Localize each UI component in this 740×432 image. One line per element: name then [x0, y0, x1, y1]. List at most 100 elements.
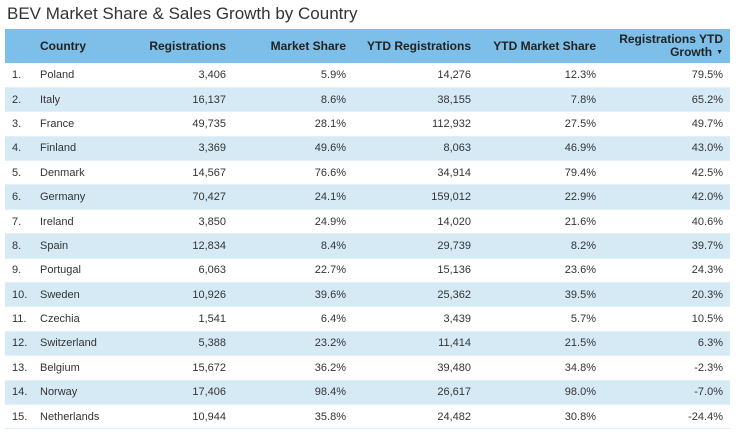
- cell-registrations: 6,063: [121, 258, 233, 284]
- cell-rank: 7.: [5, 209, 33, 235]
- cell-rank: 5.: [5, 160, 33, 186]
- table-row: 4. Finland 3,369 49.6% 8,063 46.9% 43.0%: [5, 136, 730, 162]
- cell-market-share: 22.7%: [233, 258, 353, 284]
- cell-market-share: 23.2%: [233, 331, 353, 357]
- cell-registrations: 3,369: [121, 136, 233, 162]
- cell-country: Portugal: [33, 258, 121, 284]
- cell-country: France: [33, 111, 121, 137]
- table-row: 14. Norway 17,406 98.4% 26,617 98.0% -7.0%: [5, 380, 730, 405]
- cell-ytd-growth: -7.0%: [603, 380, 730, 405]
- column-header-registrations[interactable]: Registrations: [149, 38, 226, 53]
- cell-ytd-market-share: 21.6%: [478, 209, 603, 235]
- cell-registrations: 10,926: [121, 282, 233, 308]
- cell-country: Ireland: [33, 209, 121, 235]
- cell-rank: 14.: [5, 380, 33, 405]
- cell-ytd-market-share: 27.5%: [478, 111, 603, 137]
- cell-rank: 2.: [5, 87, 33, 113]
- table-row: 10. Sweden 10,926 39.6% 25,362 39.5% 20.3%: [5, 282, 730, 308]
- cell-ytd-growth: 40.6%: [603, 209, 730, 235]
- cell-country: Czechia: [33, 306, 121, 332]
- cell-registrations: 14,567: [121, 160, 233, 186]
- cell-country: Belgium: [33, 355, 121, 381]
- cell-rank: 13.: [5, 355, 33, 381]
- cell-registrations: 5,388: [121, 331, 233, 357]
- column-header-market-share[interactable]: Market Share: [270, 38, 346, 53]
- cell-ytd-market-share: 21.5%: [478, 331, 603, 357]
- cell-country: Poland: [33, 63, 121, 88]
- column-header-country[interactable]: Country: [40, 38, 86, 53]
- cell-country: Norway: [33, 380, 121, 405]
- cell-market-share: 35.8%: [233, 404, 353, 430]
- cell-registrations: 3,406: [121, 63, 233, 88]
- cell-market-share: 76.6%: [233, 160, 353, 186]
- table-header-row: Country Registrations Market Share YTD R…: [5, 29, 730, 63]
- cell-market-share: 98.4%: [233, 380, 353, 405]
- cell-ytd-registrations: 14,276: [353, 63, 478, 88]
- column-header-ytd-market-share[interactable]: YTD Market Share: [493, 38, 596, 53]
- cell-registrations: 1,541: [121, 306, 233, 332]
- cell-ytd-registrations: 24,482: [353, 404, 478, 430]
- column-header-rank[interactable]: [5, 29, 33, 63]
- cell-ytd-market-share: 23.6%: [478, 258, 603, 284]
- cell-rank: 10.: [5, 282, 33, 308]
- table-row: 15. Netherlands 10,944 35.8% 24,482 30.8% -24.…: [5, 404, 730, 430]
- cell-market-share: 24.9%: [233, 209, 353, 235]
- cell-ytd-registrations: 14,020: [353, 209, 478, 235]
- cell-ytd-growth: 49.7%: [603, 111, 730, 137]
- cell-country: Switzerland: [33, 331, 121, 357]
- cell-rank: 3.: [5, 111, 33, 137]
- cell-market-share: 36.2%: [233, 355, 353, 381]
- cell-rank: 8.: [5, 233, 33, 259]
- column-header-ytd-growth-label: Registrations YTD Growth: [619, 31, 723, 59]
- data-table: Country Registrations Market Share YTD R…: [5, 29, 730, 430]
- table-row: 5. Denmark 14,567 76.6% 34,914 79.4% 42.5%: [5, 160, 730, 186]
- table-row: 12. Switzerland 5,388 23.2% 11,414 21.5% 6.3%: [5, 331, 730, 357]
- cell-ytd-market-share: 98.0%: [478, 380, 603, 405]
- cell-ytd-registrations: 25,362: [353, 282, 478, 308]
- table-row: 2. Italy 16,137 8.6% 38,155 7.8% 65.2%: [5, 87, 730, 113]
- sort-descending-icon[interactable]: ▼: [716, 49, 723, 57]
- cell-market-share: 8.4%: [233, 233, 353, 259]
- cell-ytd-market-share: 8.2%: [478, 233, 603, 259]
- column-header-ytd-registrations[interactable]: YTD Registrations: [366, 38, 471, 53]
- cell-country: Denmark: [33, 160, 121, 186]
- cell-registrations: 70,427: [121, 184, 233, 210]
- cell-country: Spain: [33, 233, 121, 259]
- table-row: 8. Spain 12,834 8.4% 29,739 8.2% 39.7%: [5, 233, 730, 259]
- cell-registrations: 12,834: [121, 233, 233, 259]
- cell-market-share: 6.4%: [233, 306, 353, 332]
- cell-market-share: 8.6%: [233, 87, 353, 113]
- cell-registrations: 17,406: [121, 380, 233, 405]
- cell-ytd-registrations: 3,439: [353, 306, 478, 332]
- cell-ytd-registrations: 26,617: [353, 380, 478, 405]
- page-title: BEV Market Share & Sales Growth by Count…: [7, 4, 358, 23]
- cell-country: Sweden: [33, 282, 121, 308]
- column-header-ytd-growth[interactable]: Registrations YTD Growth ▼: [603, 29, 730, 63]
- cell-ytd-registrations: 8,063: [353, 136, 478, 162]
- cell-ytd-registrations: 159,012: [353, 184, 478, 210]
- cell-registrations: 49,735: [121, 111, 233, 137]
- cell-country: Finland: [33, 136, 121, 162]
- cell-ytd-registrations: 112,932: [353, 111, 478, 137]
- cell-registrations: 16,137: [121, 87, 233, 113]
- table-row: 9. Portugal 6,063 22.7% 15,136 23.6% 24.3%: [5, 258, 730, 284]
- cell-market-share: 24.1%: [233, 184, 353, 210]
- cell-ytd-growth: 79.5%: [603, 63, 730, 88]
- cell-ytd-market-share: 39.5%: [478, 282, 603, 308]
- cell-registrations: 10,944: [121, 404, 233, 430]
- cell-ytd-growth: 24.3%: [603, 258, 730, 284]
- cell-rank: 15.: [5, 404, 33, 430]
- cell-ytd-growth: -2.3%: [603, 355, 730, 381]
- cell-ytd-registrations: 38,155: [353, 87, 478, 113]
- cell-market-share: 39.6%: [233, 282, 353, 308]
- cell-rank: 1.: [5, 63, 33, 88]
- cell-ytd-growth: 20.3%: [603, 282, 730, 308]
- table-row: 13. Belgium 15,672 36.2% 39,480 34.8% -2.3%: [5, 355, 730, 381]
- table-body: 1. Poland 3,406 5.9% 14,276 12.3% 79.5% 2. Italy…: [5, 63, 730, 430]
- table-row: 3. France 49,735 28.1% 112,932 27.5% 49.7%: [5, 111, 730, 137]
- cell-rank: 6.: [5, 184, 33, 210]
- cell-registrations: 15,672: [121, 355, 233, 381]
- cell-ytd-market-share: 46.9%: [478, 136, 603, 162]
- cell-ytd-market-share: 34.8%: [478, 355, 603, 381]
- cell-ytd-growth: 10.5%: [603, 306, 730, 332]
